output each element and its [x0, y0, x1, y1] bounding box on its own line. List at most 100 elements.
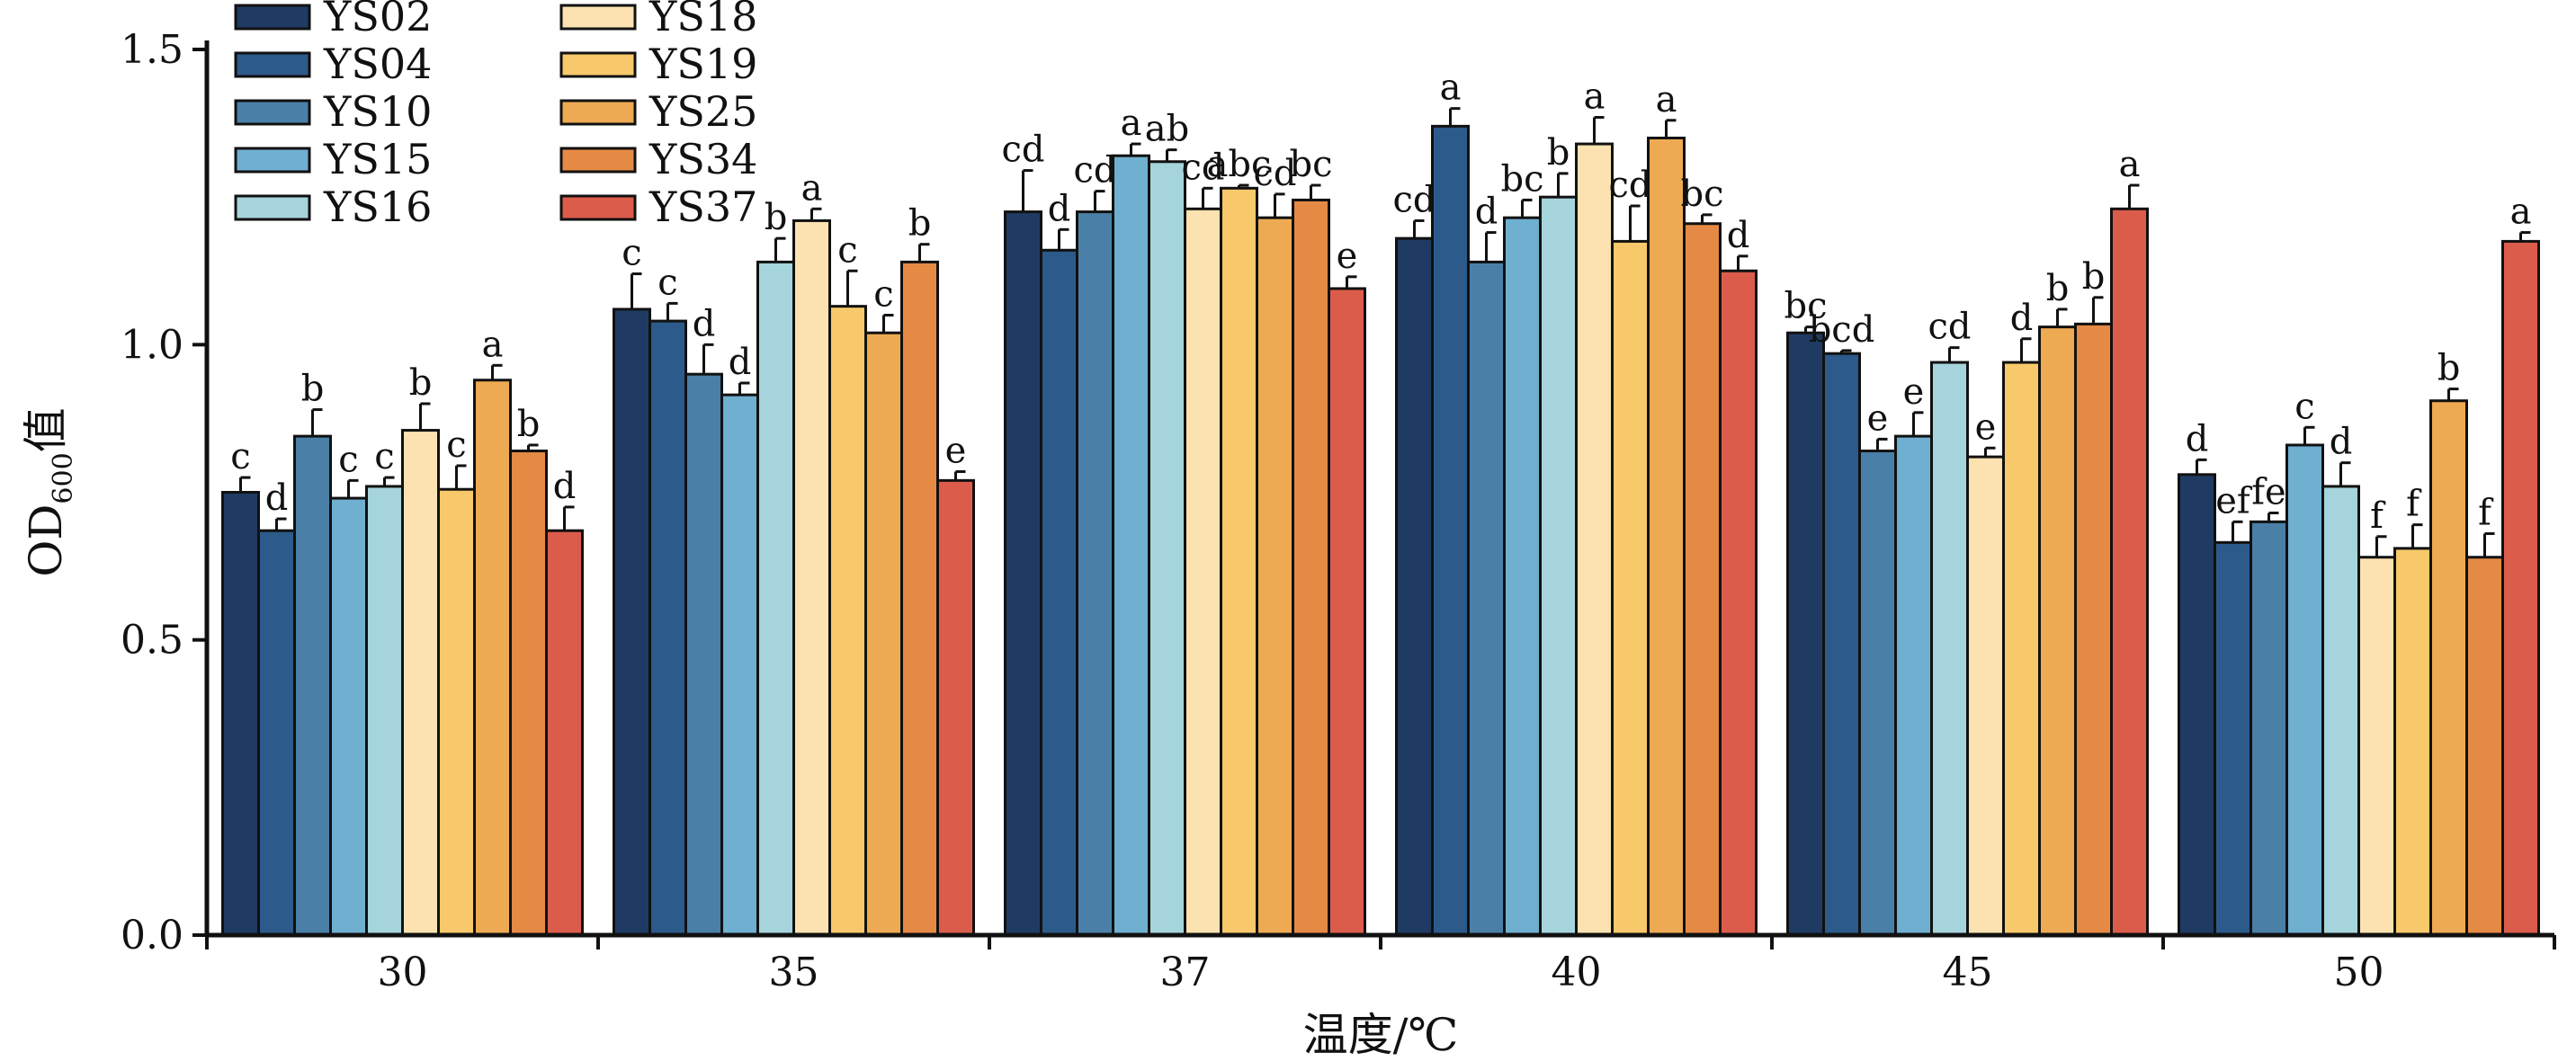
bar-YS16-37	[1148, 160, 1186, 937]
sig-label-YS02-30: c	[230, 436, 250, 477]
sig-label-YS10-45: e	[1867, 397, 1889, 439]
bar-YS10-30	[293, 434, 332, 937]
legend-swatch-YS34	[559, 147, 637, 174]
sig-label-YS02-45: bc	[1784, 286, 1827, 327]
bar-YS02-40	[1395, 236, 1434, 937]
legend-label-YS18: YS18	[648, 0, 757, 40]
legend-swatch-YS37	[559, 194, 637, 221]
bar-YS15-45	[1894, 434, 1933, 937]
bar-YS18-45	[1966, 455, 2005, 937]
legend-label-YS37: YS37	[648, 183, 757, 231]
sig-label-YS15-37: a	[1121, 103, 1142, 144]
bar-YS34-45	[2074, 322, 2113, 937]
sig-label-YS18-37: cd	[1181, 147, 1224, 188]
sig-label-YS10-37: cd	[1073, 150, 1116, 192]
sig-label-YS18-35: a	[801, 167, 823, 209]
sig-label-YS04-45: bcd	[1809, 309, 1875, 351]
bar-YS02-35	[613, 308, 651, 937]
sig-label-YS16-45: cd	[1928, 307, 1971, 348]
bar-YS15-40	[1503, 216, 1542, 937]
legend-label-YS19: YS19	[648, 40, 757, 88]
sig-label-YS19-45: d	[2010, 298, 2034, 339]
sig-label-YS37-50: a	[2510, 192, 2532, 233]
bar-YS04-37	[1040, 248, 1078, 937]
bar-YS37-45	[2110, 207, 2149, 937]
sig-label-YS02-40: cd	[1392, 179, 1436, 220]
bar-YS37-37	[1328, 287, 1366, 937]
bar-YS16-30	[365, 485, 404, 937]
sig-label-YS25-45: b	[2046, 268, 2070, 309]
legend-label-YS04: YS04	[323, 40, 432, 88]
bar-YS18-50	[2357, 556, 2396, 937]
bar-YS16-40	[1539, 195, 1578, 937]
sig-label-YS37-37: e	[1337, 236, 1358, 277]
sig-label-YS25-30: a	[482, 324, 504, 365]
legend-swatch-YS18	[559, 4, 637, 31]
bar-YS37-40	[1719, 269, 1758, 937]
bar-YS37-30	[545, 529, 584, 937]
bar-YS25-40	[1647, 137, 1686, 937]
bar-YS04-35	[648, 319, 687, 937]
sig-label-YS04-37: d	[1048, 188, 1071, 229]
legend-label-YS02: YS02	[323, 0, 432, 40]
bar-YS10-35	[684, 372, 723, 937]
bar-YS34-30	[509, 450, 548, 937]
bar-YS37-50	[2501, 239, 2540, 937]
sig-label-YS02-37: cd	[1001, 129, 1044, 171]
sig-label-YS34-40: bc	[1680, 174, 1723, 215]
legend-swatch-YS04	[234, 51, 311, 78]
sig-label-YS34-37: bc	[1289, 144, 1332, 185]
x-tick-label-50: 50	[2334, 950, 2384, 995]
bar-YS10-37	[1076, 210, 1114, 937]
bar-YS19-37	[1220, 186, 1258, 937]
bar-YS19-50	[2393, 547, 2432, 937]
sig-label-YS02-50: d	[2186, 418, 2209, 459]
bar-YS16-50	[2321, 485, 2360, 937]
y-axis-title-sub: 600	[48, 452, 79, 504]
y-axis-title-main: OD	[20, 504, 72, 577]
bar-YS25-35	[864, 331, 903, 937]
sig-label-YS10-30: b	[301, 369, 325, 410]
sig-label-YS10-40: d	[1475, 192, 1498, 233]
bar-YS15-50	[2285, 443, 2324, 937]
bar-YS19-30	[437, 487, 476, 937]
bar-YS19-40	[1611, 239, 1650, 937]
y-tick-label-1.0: 1.0	[121, 322, 183, 368]
legend-swatch-YS02	[234, 4, 311, 31]
sig-label-YS16-40: b	[1547, 132, 1570, 174]
sig-label-YS18-50: f	[2370, 495, 2386, 537]
bar-YS16-45	[1930, 361, 1969, 937]
bar-YS02-30	[221, 491, 260, 937]
bar-YS15-30	[329, 496, 368, 937]
sig-label-YS18-30: b	[409, 362, 433, 404]
sig-label-YS25-37: cd	[1253, 153, 1296, 194]
sig-label-YS16-50: d	[2330, 422, 2353, 463]
sig-label-YS15-40: bc	[1500, 158, 1543, 200]
bar-YS10-45	[1858, 450, 1897, 937]
sig-label-YS37-40: d	[1727, 215, 1750, 256]
sig-label-YS15-50: c	[2294, 386, 2314, 427]
bar-YS25-37	[1256, 216, 1294, 937]
legend-swatch-YS10	[234, 99, 311, 126]
x-axis-title: 温度/℃	[1303, 1009, 1459, 1061]
y-tick-label-1.5: 1.5	[121, 27, 183, 73]
sig-label-YS34-50: f	[2478, 492, 2494, 533]
bar-YS10-40	[1467, 260, 1506, 937]
y-tick-label-0.5: 0.5	[121, 618, 183, 664]
bar-YS04-40	[1431, 124, 1470, 937]
sig-label-YS10-35: d	[693, 303, 716, 344]
bar-YS19-45	[2002, 361, 2041, 937]
bar-YS02-50	[2178, 473, 2216, 937]
bar-YS37-35	[936, 478, 975, 937]
legend-label-YS34: YS34	[648, 135, 757, 183]
sig-label-YS25-35: c	[873, 274, 893, 316]
bar-YS02-45	[1786, 331, 1825, 937]
legend-swatch-YS19	[559, 51, 637, 78]
y-axis-title-suffix: 值	[20, 407, 72, 452]
axes: 0.0 0.5 1.0 1.5 30 35 37 40 45 50	[121, 27, 2556, 995]
x-tick-label-37: 37	[1160, 950, 1211, 995]
sig-label-YS10-50: fe	[2251, 471, 2285, 513]
sig-label-YS02-35: c	[622, 233, 641, 274]
